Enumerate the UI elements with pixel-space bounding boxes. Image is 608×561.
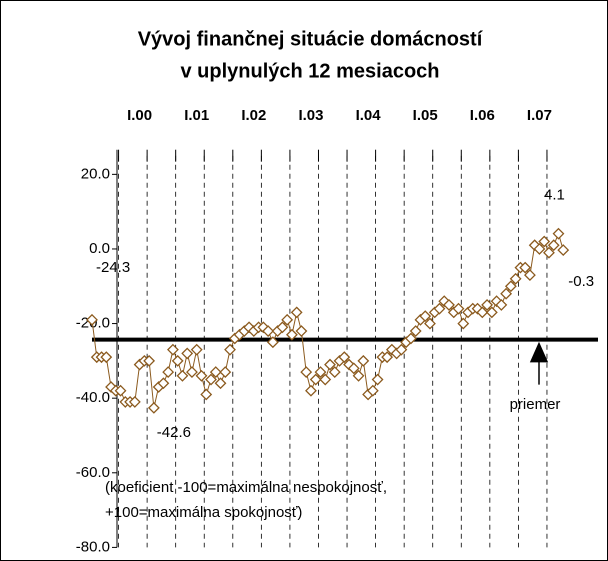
- marker: [471, 302, 484, 315]
- x-tick-label: I.04: [356, 107, 382, 124]
- marker: [286, 328, 298, 341]
- marker: [276, 321, 289, 334]
- marker: [452, 302, 465, 315]
- marker: [324, 358, 336, 371]
- marker: [243, 321, 255, 334]
- marker: [371, 373, 384, 386]
- marker: [524, 269, 536, 281]
- marker: [405, 332, 417, 345]
- marker: [504, 280, 517, 293]
- note: +100=maximálna spokojnosť): [105, 504, 302, 521]
- marker: [205, 373, 217, 386]
- marker: [105, 381, 117, 393]
- mean-label: priemer: [510, 396, 561, 413]
- marker: [438, 295, 451, 308]
- marker: [543, 246, 555, 259]
- marker: [347, 362, 360, 375]
- marker: [86, 313, 98, 326]
- marker: [343, 358, 355, 371]
- marker: [100, 351, 113, 364]
- marker: [338, 351, 351, 364]
- marker: [143, 354, 156, 367]
- marker: [257, 321, 270, 334]
- marker: [200, 388, 213, 401]
- marker: [557, 244, 570, 257]
- mean-arrow: [529, 341, 549, 385]
- marker: [181, 347, 194, 360]
- marker: [328, 366, 341, 378]
- marker: [281, 313, 294, 326]
- marker: [214, 377, 227, 390]
- x-tick-label: I.00: [127, 107, 152, 124]
- marker: [219, 366, 232, 378]
- marker: [162, 366, 175, 378]
- marker: [295, 325, 308, 337]
- marker: [519, 261, 532, 274]
- marker: [128, 395, 141, 408]
- marker: [195, 369, 208, 382]
- mean-value: -24.3: [96, 259, 130, 276]
- marker: [171, 354, 184, 367]
- marker: [457, 317, 470, 330]
- marker: [500, 287, 513, 300]
- marker: [547, 239, 560, 252]
- x-tick-label: I.01: [184, 107, 209, 124]
- marker: [495, 298, 508, 311]
- data-label: 4.1: [544, 187, 565, 204]
- marker: [443, 298, 455, 311]
- marker: [533, 243, 546, 255]
- marker: [186, 366, 198, 378]
- marker: [314, 366, 327, 378]
- marker: [209, 366, 222, 378]
- y-tick-label: 0.0: [89, 240, 110, 257]
- x-tick-label: I.06: [470, 107, 495, 124]
- chart-subtitle: v uplynulých 12 mesiacoch: [181, 60, 440, 82]
- y-tick-label: -80.0: [76, 538, 110, 555]
- data-label: -0.3: [568, 273, 594, 290]
- marker: [476, 306, 489, 319]
- marker: [424, 317, 436, 330]
- marker: [485, 306, 498, 319]
- marker: [433, 302, 446, 315]
- marker: [309, 373, 322, 386]
- marker: [224, 343, 236, 356]
- marker: [409, 325, 422, 337]
- marker: [381, 351, 394, 364]
- marker: [509, 272, 522, 285]
- marker: [147, 401, 160, 414]
- marker: [538, 235, 551, 248]
- y-tick-label: -40.0: [76, 389, 110, 406]
- marker: [167, 343, 179, 356]
- marker: [366, 384, 379, 397]
- marker: [157, 377, 170, 390]
- marker: [300, 366, 313, 378]
- marker: [385, 343, 398, 356]
- data-label: -42.6: [157, 424, 191, 441]
- series-line: [91, 232, 564, 408]
- marker: [552, 227, 565, 240]
- marker: [490, 295, 503, 308]
- marker: [176, 369, 189, 382]
- marker: [352, 369, 365, 382]
- marker: [395, 343, 408, 356]
- x-tick-label: I.03: [298, 107, 323, 124]
- marker: [190, 343, 203, 356]
- y-tick-label: 20.0: [81, 165, 110, 182]
- chart-title: Vývoj finančnej situácie domácností: [138, 28, 484, 50]
- marker: [319, 373, 332, 386]
- x-tick-label: I.02: [241, 107, 266, 124]
- marker: [114, 384, 127, 397]
- x-tick-label: I.05: [413, 107, 438, 124]
- marker: [419, 310, 432, 323]
- marker: [481, 298, 493, 311]
- marker: [357, 354, 370, 367]
- marker: [290, 306, 303, 319]
- marker: [266, 336, 279, 349]
- marker: [305, 384, 317, 397]
- x-tick-label: I.07: [527, 107, 552, 124]
- marker: [262, 325, 275, 337]
- y-tick-label: -60.0: [76, 464, 110, 481]
